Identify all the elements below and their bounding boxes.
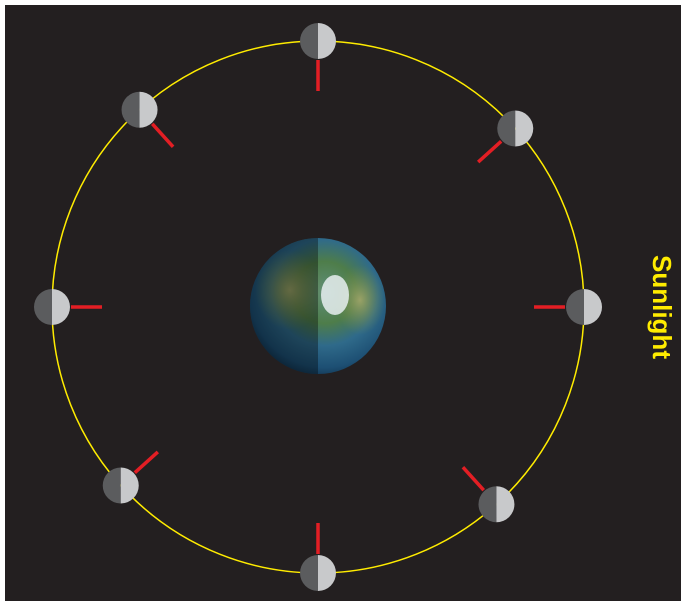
earth-land (255, 250, 325, 330)
earth-land (335, 265, 385, 335)
moon-dark-half (300, 555, 318, 591)
moon (300, 23, 336, 91)
moon-lit-half (52, 289, 70, 325)
sunlight-label: Sunlight (647, 255, 677, 359)
moon-lit-half (515, 110, 534, 147)
moon (102, 450, 159, 504)
moon-dark-half (34, 289, 52, 325)
moon-dark-half (102, 467, 121, 504)
moon-pointer (461, 466, 486, 492)
earth-ice (321, 275, 349, 315)
moon-lit-half (318, 555, 336, 591)
moon-lit-half (139, 91, 158, 128)
moon-dark-half (300, 23, 318, 59)
moon (477, 110, 534, 164)
moon-dark-half (121, 91, 140, 128)
moon (34, 289, 102, 325)
moon-lit-half (120, 467, 139, 504)
moon-lit-half (584, 289, 602, 325)
moon-pointer (133, 450, 159, 475)
moon-dark-half (478, 486, 497, 523)
moon (461, 466, 515, 523)
moon-pointer (477, 139, 503, 164)
moons (34, 23, 602, 591)
moon (300, 523, 336, 591)
moon-pointer (150, 122, 175, 148)
moon (534, 289, 602, 325)
moon-dark-half (497, 110, 516, 147)
moon-dark-half (566, 289, 584, 325)
moon-lit-half (318, 23, 336, 59)
moon (121, 91, 175, 148)
moon-lit-half (496, 486, 515, 523)
